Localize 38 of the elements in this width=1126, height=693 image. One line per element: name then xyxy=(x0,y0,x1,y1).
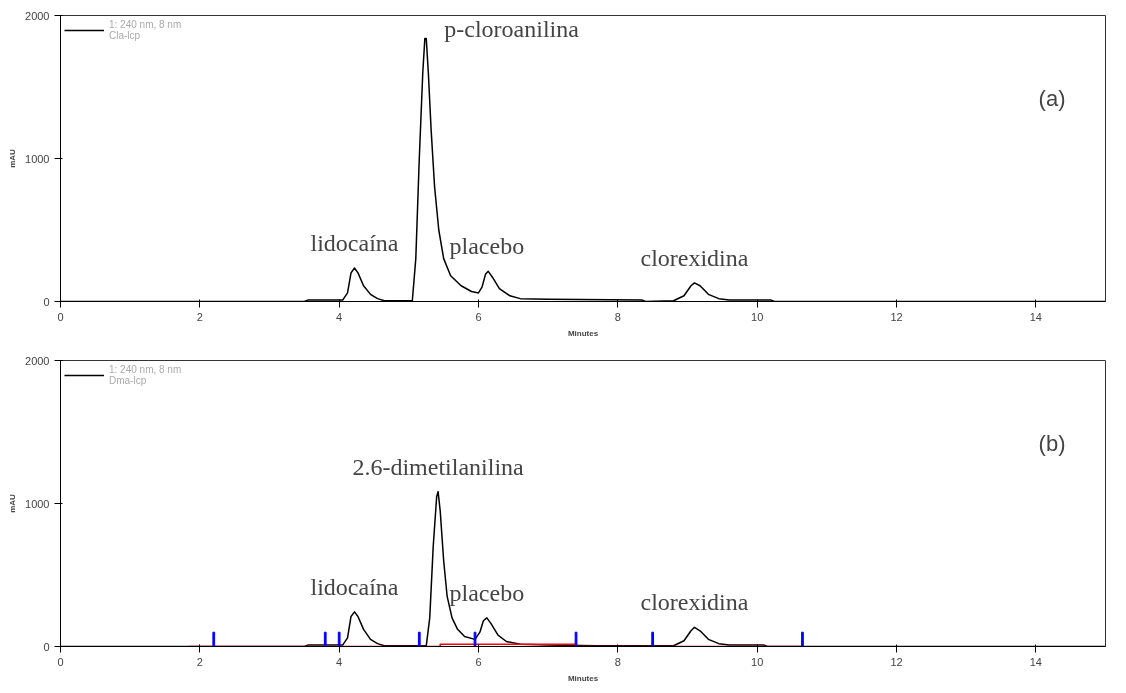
y-axis-title: mAU xyxy=(8,493,18,513)
legend-label: 1: 240 nm, 8 nm Dma-lcp xyxy=(109,364,182,386)
x-tick-label: 12 xyxy=(890,310,903,323)
y-tick-label: 1000 xyxy=(25,497,50,510)
y-axis-title: mAU xyxy=(8,148,18,168)
x-tick-label: 10 xyxy=(751,655,764,668)
x-tick-label: 4 xyxy=(336,310,343,323)
x-tick-label: 8 xyxy=(614,310,621,323)
y-tick-label: 0 xyxy=(43,295,50,308)
annotation: p-cloroanilina xyxy=(444,16,580,43)
annotation: lidocaína xyxy=(310,230,399,257)
x-tick-label: 2 xyxy=(196,310,203,323)
x-tick-label: 4 xyxy=(336,655,343,668)
x-tick-label: 14 xyxy=(1029,310,1042,323)
x-tick-label: 6 xyxy=(475,655,482,668)
y-tick-label: 1000 xyxy=(25,152,50,165)
x-tick-label: 8 xyxy=(614,655,621,668)
y-tick-label: 2000 xyxy=(25,354,50,367)
annotation: 2.6-dimetilanilina xyxy=(352,453,525,480)
y-tick-label: 2000 xyxy=(25,9,50,22)
x-tick-label: 14 xyxy=(1029,655,1042,668)
annotation: (a) xyxy=(1038,85,1066,111)
annotation: placebo xyxy=(449,579,525,606)
x-tick-label: 12 xyxy=(890,655,903,668)
annotation: placebo xyxy=(449,233,525,260)
annotation: clorexidina xyxy=(640,244,749,271)
legend-label: 1: 240 nm, 8 nm Cla-lcp xyxy=(109,19,182,41)
x-tick-label: 10 xyxy=(751,310,764,323)
x-tick-label: 0 xyxy=(57,655,64,668)
x-tick-label: 6 xyxy=(475,310,482,323)
x-axis-title: Minutes xyxy=(567,328,599,338)
annotation: clorexidina xyxy=(640,589,749,616)
x-axis-title: Minutes xyxy=(567,673,599,683)
annotation: lidocaína xyxy=(310,573,399,600)
x-tick-label: 0 xyxy=(57,310,64,323)
annotation: (b) xyxy=(1038,430,1066,456)
y-tick-label: 0 xyxy=(43,640,50,653)
x-tick-label: 2 xyxy=(196,655,203,668)
